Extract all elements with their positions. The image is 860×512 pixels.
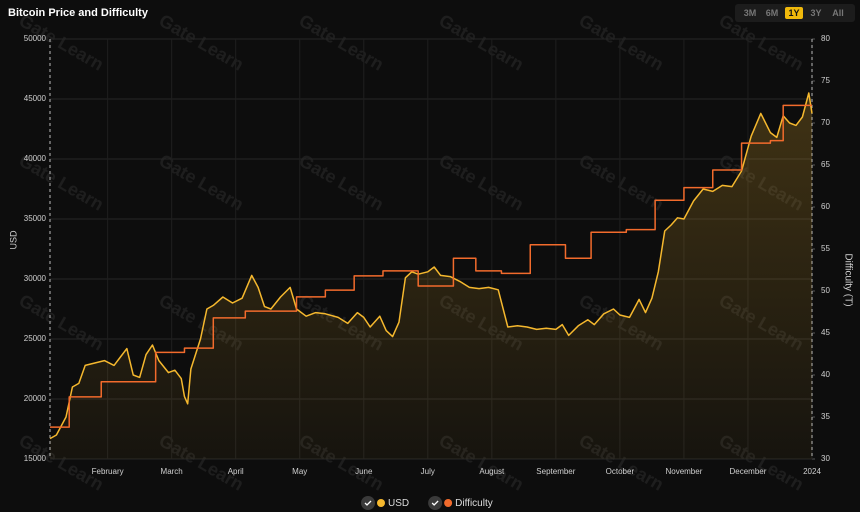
y-tick-label: 40000: [24, 154, 47, 163]
check-icon: [431, 500, 439, 506]
x-tick-label: April: [228, 467, 244, 476]
y-tick-label: 30000: [24, 274, 47, 283]
legend-checkbox[interactable]: [361, 496, 375, 510]
range-button-active: [785, 7, 803, 19]
area: [50, 93, 812, 459]
x-tick-label: August: [479, 467, 505, 476]
legend: USD Difficulty: [361, 496, 493, 510]
y-axis-label: USD: [8, 230, 18, 250]
legend-checkbox[interactable]: [428, 496, 443, 510]
x-tick-label: September: [536, 467, 575, 476]
x-tick-label: 2024: [803, 467, 821, 476]
x-tick-label: June: [355, 467, 373, 476]
y-tick-label: 50000: [24, 34, 47, 43]
y-tick-label: 35000: [24, 214, 47, 223]
y-tick-label: 25000: [24, 334, 47, 343]
check-icon: [364, 500, 372, 506]
y2-tick-label: 35: [821, 412, 830, 421]
y-tick-label: 15000: [24, 454, 47, 463]
y2-tick-label: 40: [821, 370, 830, 379]
x-tick-label: May: [292, 467, 307, 476]
range-buttons: 3M 6M 1Y 3Y All: [744, 7, 844, 19]
x-tick-label: July: [421, 467, 435, 476]
x-tick-label: March: [161, 467, 183, 476]
y2-tick-label: 50: [821, 286, 830, 295]
x-tick-label: November: [665, 467, 702, 476]
range-button[interactable]: 3Y: [810, 8, 821, 18]
line: [50, 104, 812, 428]
line: [49, 92, 813, 440]
y2-tick-label: 75: [821, 76, 830, 85]
y2-tick-label: 70: [821, 118, 830, 127]
legend-swatch: [377, 499, 385, 507]
y2-tick-label: 60: [821, 202, 830, 211]
legend-swatch: [444, 499, 453, 507]
y2-tick-label: 65: [821, 160, 830, 169]
y2-tick-label: 55: [821, 244, 830, 253]
chart-title: Bitcoin Price and Difficulty: [8, 7, 149, 19]
range-button[interactable]: All: [832, 8, 844, 18]
x-tick-label: February: [92, 467, 124, 476]
y2-tick-label: 30: [821, 454, 830, 463]
range-button[interactable]: 1Y: [788, 8, 799, 18]
x-tick-label: December: [730, 467, 767, 476]
y2-axis-label: Difficulty (T): [842, 253, 853, 306]
legend-label: USD: [388, 498, 409, 509]
x-tick-label: October: [606, 467, 635, 476]
y2-tick-label: 80: [821, 34, 830, 43]
y-tick-label: 45000: [24, 94, 47, 103]
y2-tick-label: 45: [821, 328, 830, 337]
legend-label: Difficulty: [455, 498, 493, 509]
y-tick-label: 20000: [24, 394, 47, 403]
range-button[interactable]: 3M: [744, 8, 757, 18]
range-button[interactable]: 6M: [766, 8, 779, 18]
